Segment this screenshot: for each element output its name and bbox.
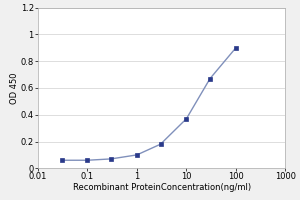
Y-axis label: OD 450: OD 450 [10,72,19,104]
X-axis label: Recombinant ProteinConcentration(ng/ml): Recombinant ProteinConcentration(ng/ml) [73,183,251,192]
